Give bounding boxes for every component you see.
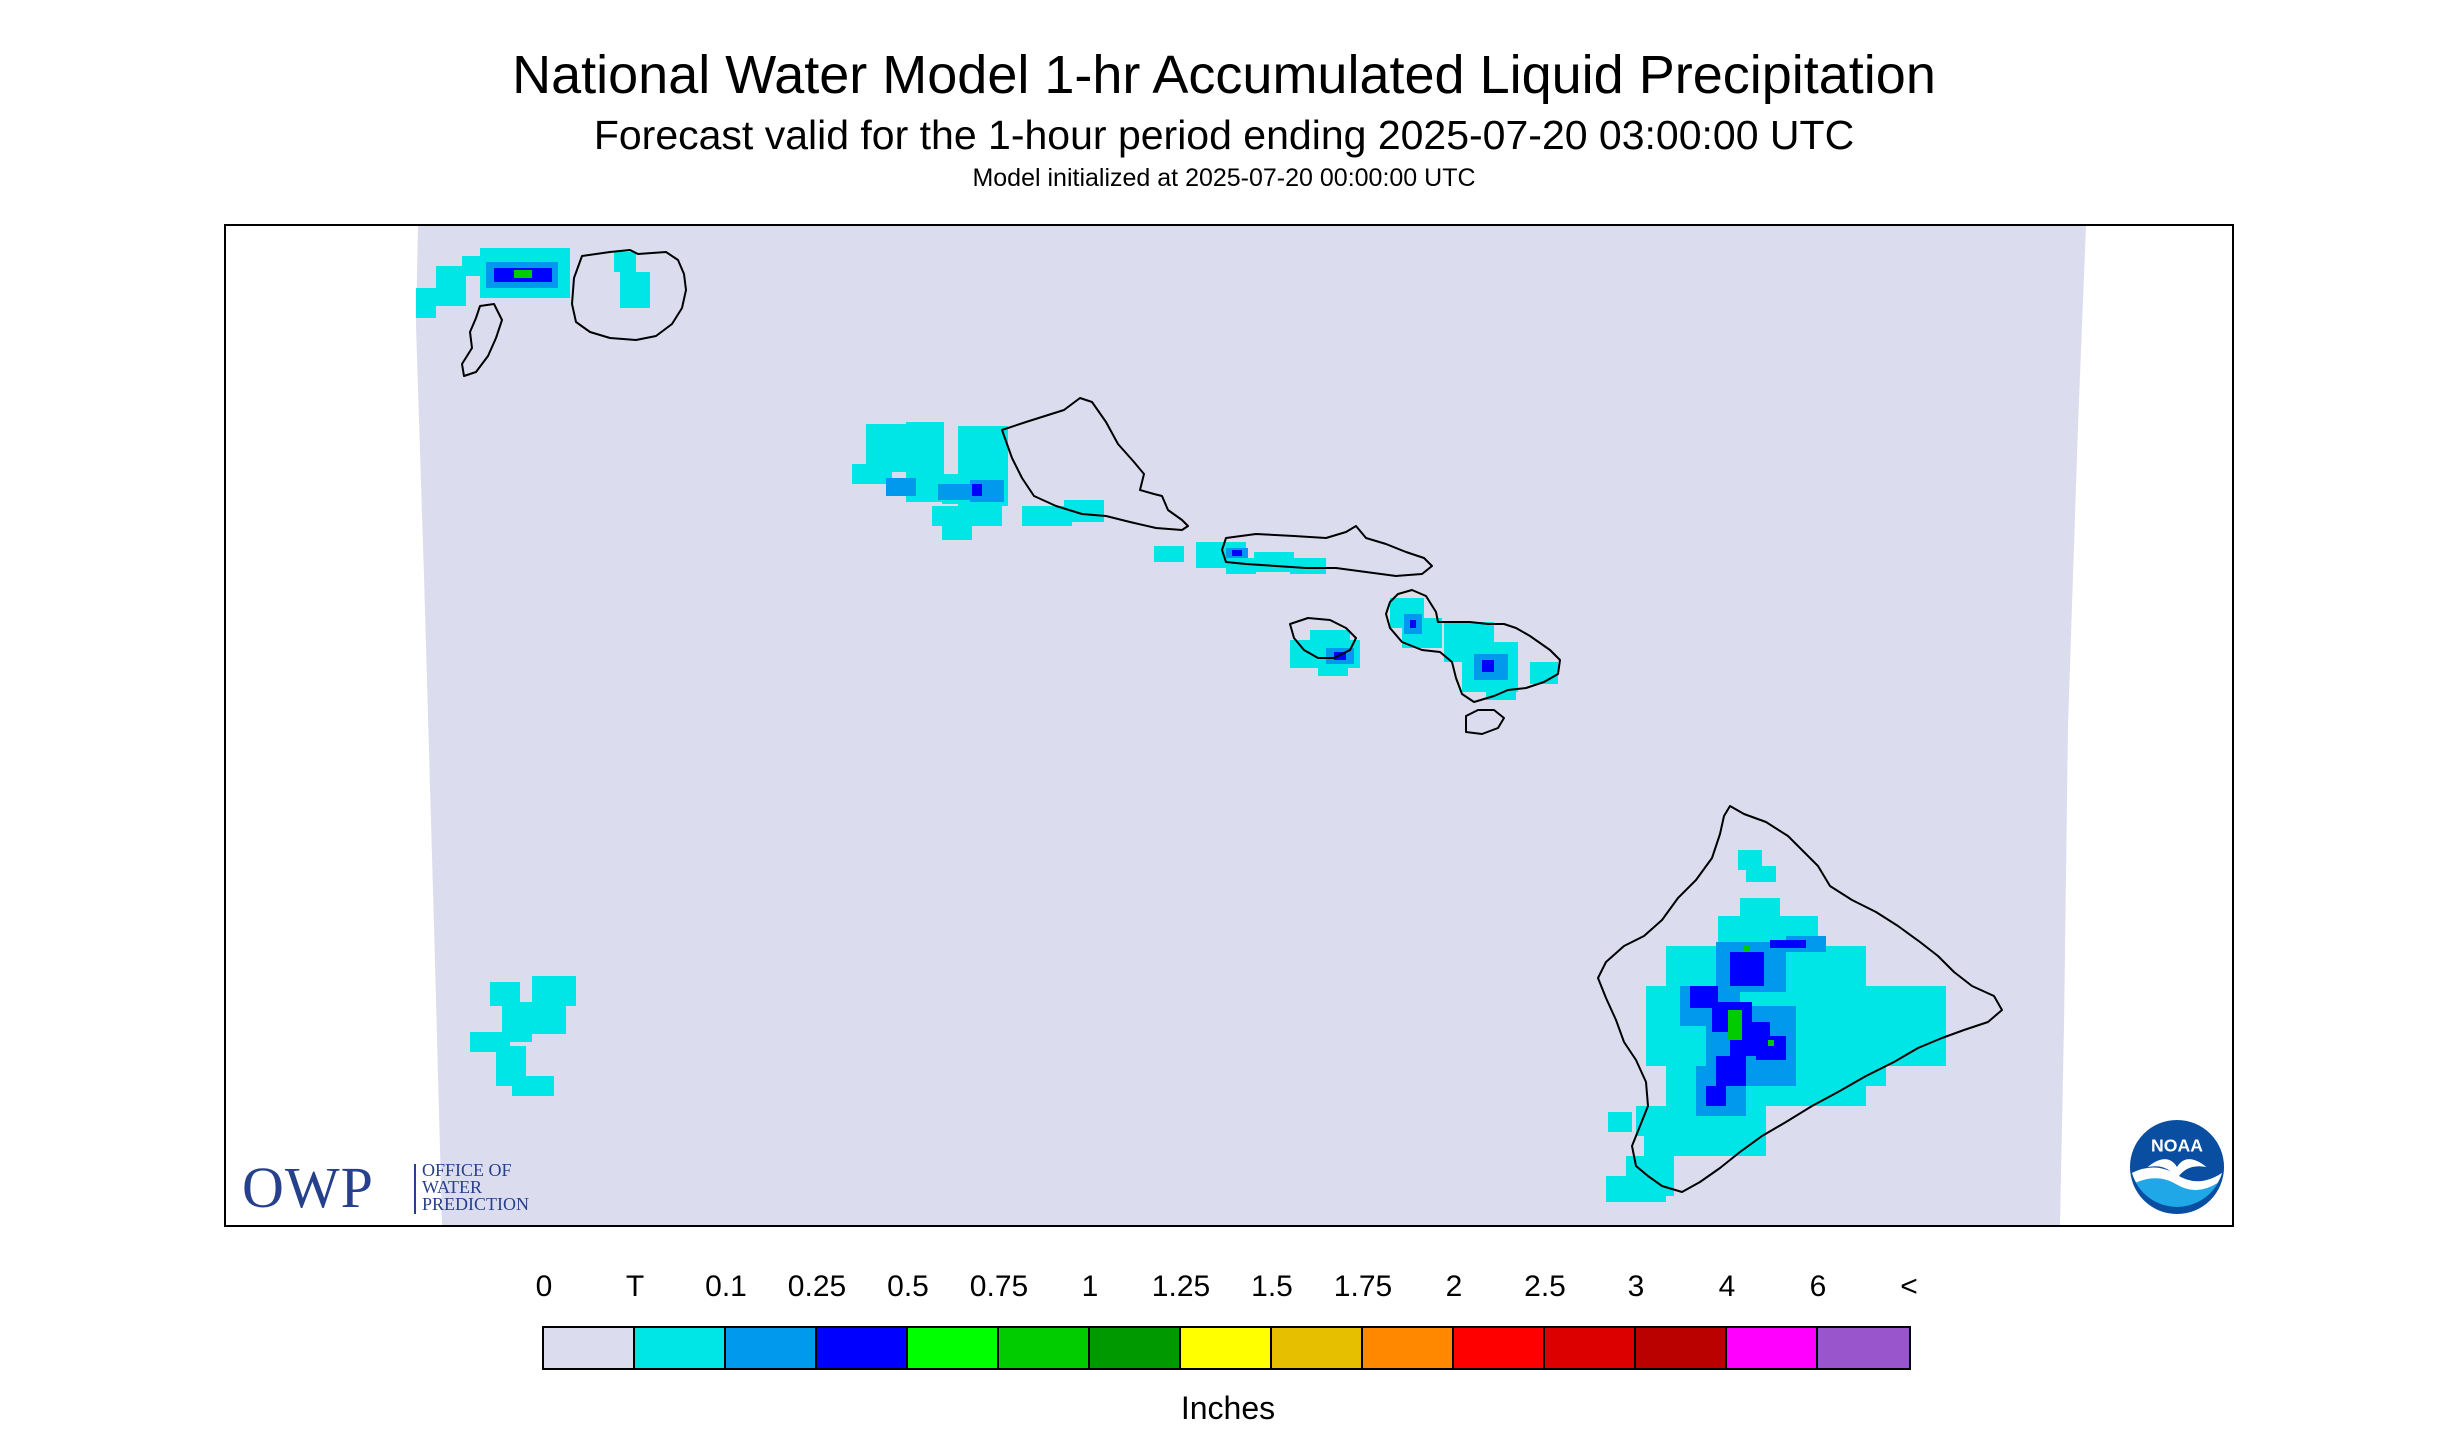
coast-niihau — [461, 303, 503, 377]
legend-tick-label: 1.5 — [1251, 1270, 1293, 1303]
owp-logo-letters: OWP — [242, 1155, 374, 1220]
map-title: National Water Model 1-hr Accumulated Li… — [512, 45, 1936, 105]
legend-swatch — [1181, 1328, 1272, 1368]
precipitation-map — [416, 226, 2086, 1225]
coast-kahoolawe — [1465, 709, 1505, 735]
coast-maui — [1385, 589, 1561, 703]
legend-swatch — [817, 1328, 908, 1368]
legend-swatch — [544, 1328, 635, 1368]
legend-tick-label: 0 — [535, 1270, 553, 1303]
legend-swatch — [1454, 1328, 1545, 1368]
precip-big-island — [1606, 850, 1946, 1202]
legend-tick-label: 1.25 — [1151, 1270, 1211, 1303]
legend-tick-label: 1 — [1081, 1270, 1099, 1303]
legend-tick-label: 0.75 — [969, 1270, 1029, 1303]
model-init-text: Model initialized at 2025-07-20 00:00:00… — [972, 164, 1476, 192]
coast-oahu — [1001, 397, 1189, 531]
noaa-logo: NOAA — [2129, 1119, 2225, 1215]
legend-tick-label: 4 — [1718, 1270, 1736, 1303]
legend-tick-label: 0.25 — [787, 1270, 847, 1303]
owp-logo: OWP OFFICE OF WATER PREDICTION — [242, 1158, 542, 1218]
legend-swatch — [999, 1328, 1090, 1368]
owp-logo-words: OFFICE OF WATER PREDICTION — [422, 1160, 529, 1214]
owp-logo-divider — [414, 1164, 416, 1214]
map-panel: OWP OFFICE OF WATER PREDICTION NOAA — [224, 224, 2234, 1227]
legend-swatch — [726, 1328, 817, 1368]
legend-tick-label: 1.75 — [1333, 1270, 1393, 1303]
legend-tick-label: 2.5 — [1524, 1270, 1566, 1303]
legend-tick-label: 0.1 — [705, 1270, 747, 1303]
coast-lanai — [1289, 617, 1357, 659]
coast-kauai — [571, 249, 687, 341]
coast-hawaii — [1597, 805, 2003, 1193]
precip-cells — [416, 248, 1946, 1202]
owp-logo-line3: PREDICTION — [422, 1194, 529, 1214]
legend-swatch — [1818, 1328, 1909, 1368]
legend-tick-label: 3 — [1627, 1270, 1645, 1303]
legend-tick-label: < — [1900, 1270, 1918, 1303]
legend-tick-label: T — [625, 1270, 645, 1303]
legend-swatch — [1090, 1328, 1181, 1368]
coast-molokai — [1221, 525, 1433, 577]
legend-tick-label: 0.5 — [887, 1270, 929, 1303]
legend-color-bar — [542, 1326, 1911, 1370]
legend-swatch — [908, 1328, 999, 1368]
legend-swatch — [1727, 1328, 1818, 1368]
legend-tick-label: 2 — [1445, 1270, 1463, 1303]
precip-kauai — [416, 248, 650, 318]
legend-swatch — [1363, 1328, 1454, 1368]
precip-maui — [1390, 598, 1558, 700]
legend-swatch — [635, 1328, 726, 1368]
legend-unit: Inches — [1180, 1390, 1276, 1426]
precip-molokai — [1154, 542, 1326, 574]
precip-oahu — [852, 422, 1104, 540]
legend-swatch — [1272, 1328, 1363, 1368]
legend-tick-label: 6 — [1809, 1270, 1827, 1303]
coastlines — [461, 249, 2003, 1193]
owp-logo-line2: WATER — [422, 1177, 482, 1197]
legend: 0 T 0.1 0.25 0.5 0.75 1 1.25 1.5 1.75 2 2.5 3 4 6 < Inc… — [536, 1270, 1918, 1430]
precip-offshore-sw — [470, 976, 576, 1096]
legend-swatch — [1636, 1328, 1727, 1368]
noaa-logo-text: NOAA — [2151, 1135, 2203, 1155]
legend-swatch — [1545, 1328, 1636, 1368]
owp-logo-line1: OFFICE OF — [422, 1160, 512, 1180]
forecast-valid-subtitle: Forecast valid for the 1-hour period end… — [593, 112, 1855, 158]
